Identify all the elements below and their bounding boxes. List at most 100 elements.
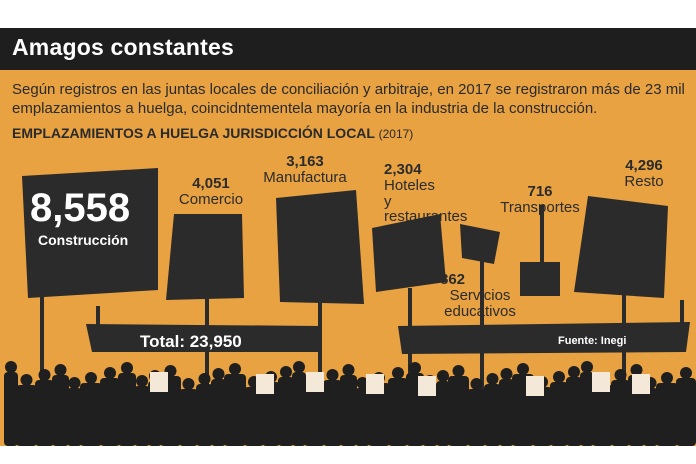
value-label-3: 2,304 <box>384 161 422 178</box>
sign-6 <box>574 196 668 298</box>
top-strip <box>0 0 696 28</box>
value-label-0: 8,558 <box>30 186 131 230</box>
crowd-body-28 <box>448 376 469 446</box>
crowd-body-10 <box>160 376 181 446</box>
chart-subtitle-year: (2017) <box>378 127 414 141</box>
category-label-0: Construcción <box>38 232 129 248</box>
label-group-4: 862 Servicios educativos <box>440 272 520 319</box>
crowd-body-1 <box>16 385 37 446</box>
crowd-head-5 <box>85 372 97 384</box>
value-label-6: 4,296 <box>625 157 663 174</box>
crowd-body-29 <box>467 389 486 446</box>
crowd-body-34 <box>550 382 568 446</box>
placard-5 <box>526 376 544 396</box>
value-label-5: 716 <box>527 183 553 200</box>
sign-pole-5 <box>540 205 544 262</box>
crowd-body-9 <box>148 381 162 446</box>
crowd-head-31 <box>500 368 513 380</box>
crowd-body-11 <box>179 389 198 446</box>
crowd-body-7 <box>118 373 136 446</box>
crowd-body-21 <box>340 375 357 446</box>
crowd-body-12 <box>196 384 213 446</box>
crowd-body-14 <box>224 374 246 446</box>
crowd-head-34 <box>553 371 565 383</box>
sign-0 <box>22 168 158 298</box>
placard-2 <box>306 372 324 392</box>
crowd-body-30 <box>484 384 501 446</box>
crowd-body-42 <box>676 378 696 446</box>
crowd-head-24 <box>392 367 404 379</box>
crowd-head-41 <box>661 372 673 384</box>
label-group-5: 716 Transportes <box>490 184 590 216</box>
crowd-body-17 <box>278 377 294 446</box>
crowd-head-28 <box>452 365 465 377</box>
page-title: Amagos constantes <box>12 34 234 60</box>
crowd-body-27 <box>436 381 450 446</box>
crowd-body-5 <box>80 383 102 446</box>
crowd-body-24 <box>388 378 408 446</box>
banner-source <box>398 322 690 354</box>
crowd-body-22 <box>355 388 370 446</box>
crowd-body-18 <box>292 372 306 446</box>
crowd-head-1 <box>20 374 33 386</box>
crowd-head-17 <box>280 366 292 378</box>
crowd-head-22 <box>356 377 369 389</box>
crowd-head-27 <box>437 370 449 382</box>
crowd-body-35 <box>566 377 582 446</box>
crowd-body-0 <box>4 372 18 446</box>
chart-subtitle-main: EMPLAZAMIENTOS A HUELGA JURISDICCIÓN LOC… <box>12 125 375 141</box>
crowd-head-14 <box>229 363 241 375</box>
sign-pole-3 <box>408 288 412 440</box>
sign-pole-1 <box>205 298 209 440</box>
placard-0 <box>150 372 168 392</box>
crowd-head-36 <box>581 361 593 373</box>
crowd-head-4 <box>68 377 81 389</box>
crowd-head-39 <box>630 364 643 376</box>
crowd-head-11 <box>182 378 195 390</box>
crowd-body-6 <box>100 378 120 446</box>
sign-5 <box>520 262 560 296</box>
crowd-head-13 <box>212 368 225 380</box>
placard-1 <box>256 374 274 394</box>
crowd-body-16 <box>262 382 280 446</box>
label-group-6: 4,296 Resto <box>614 158 674 190</box>
crowd-body-19 <box>304 385 325 446</box>
category-label-2: Manufactura <box>263 168 347 186</box>
crowd-body-2 <box>35 380 54 446</box>
crowd-head-32 <box>517 363 529 375</box>
sign-pole-0 <box>40 290 44 440</box>
value-label-1: 4,051 <box>192 175 230 192</box>
placard-3 <box>366 374 384 394</box>
value-label-2: 3,163 <box>286 153 324 170</box>
crowd-head-6 <box>104 367 116 379</box>
crowd-head-18 <box>293 361 305 373</box>
crowd-body-38 <box>611 380 630 446</box>
lead-paragraph: Según registros en las juntas locales de… <box>12 81 685 117</box>
crowd-head-8 <box>136 375 148 387</box>
label-group-2: 3,163 Manufactura <box>250 154 360 186</box>
crowd-head-12 <box>198 373 211 385</box>
sign-pole-6 <box>622 294 626 440</box>
header-bar <box>0 28 696 70</box>
crowd-body-41 <box>656 383 678 446</box>
crowd-head-21 <box>342 364 355 376</box>
banner-total <box>86 324 320 352</box>
crowd-body-37 <box>592 385 613 446</box>
sign-1 <box>166 214 244 300</box>
crowd-head-20 <box>326 369 339 381</box>
crowd-head-35 <box>568 366 580 378</box>
value-label-4: 862 <box>440 271 466 288</box>
placard-6 <box>592 372 610 392</box>
crowd-body-3 <box>52 375 69 446</box>
crowd-body-20 <box>323 380 342 446</box>
crowd-body-26 <box>422 386 438 446</box>
sign-pole-2 <box>318 302 322 440</box>
crowd-body-15 <box>244 387 264 446</box>
crowd-body-31 <box>499 379 514 446</box>
crowd-head-3 <box>54 364 67 376</box>
total-label: Total: 23,950 <box>140 332 242 351</box>
sign-3 <box>372 214 446 292</box>
crowd-head-25 <box>409 362 421 374</box>
bottom-strip <box>0 446 696 464</box>
placard-4 <box>418 376 436 396</box>
